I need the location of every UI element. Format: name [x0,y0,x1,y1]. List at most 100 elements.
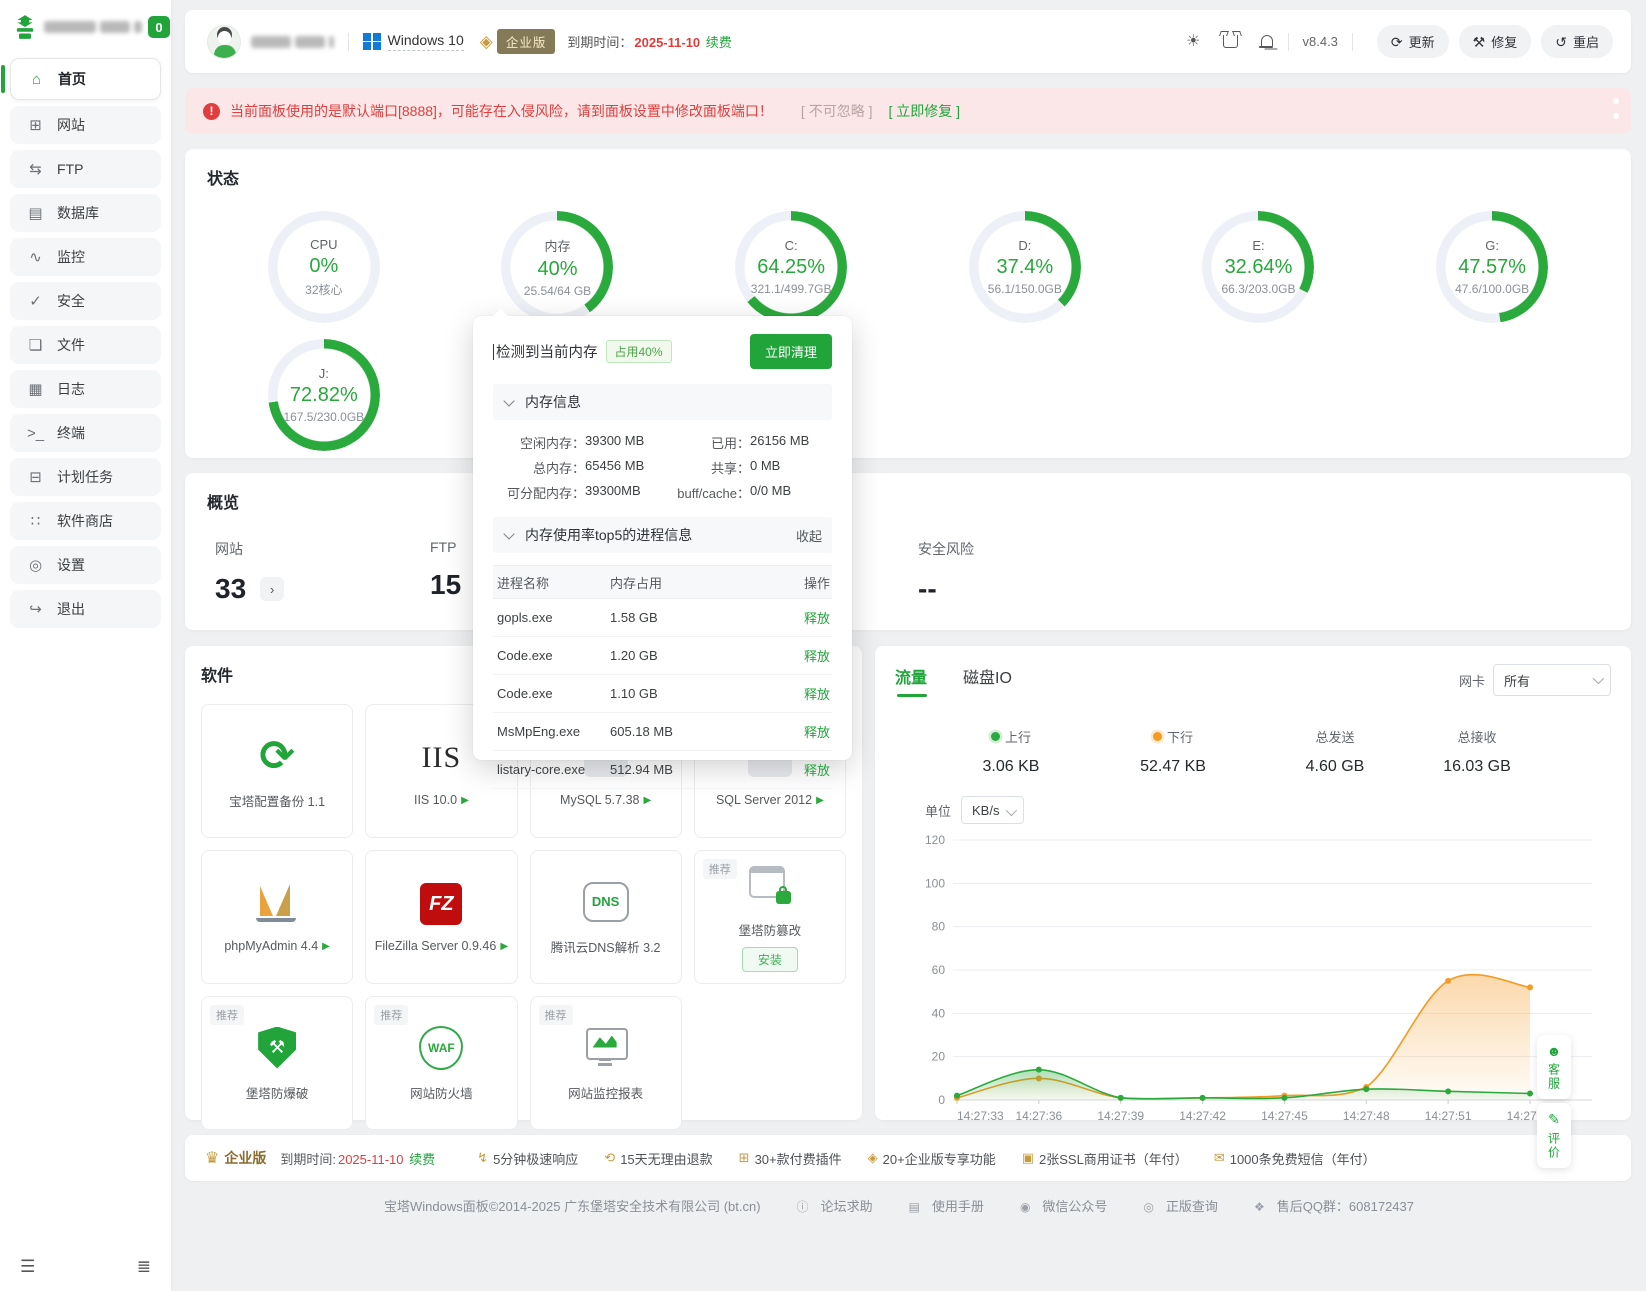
process-row: Code.exe 1.20 GB 释放 [493,637,832,675]
footer: 宝塔Windows面板©2014-2025 广东堡塔安全技术有限公司 (bt.c… [185,1196,1631,1215]
app-icon-wrap [584,1025,628,1071]
theme-sun-icon[interactable]: ☀ [1186,32,1201,50]
app-icon-wrap [420,881,463,927]
restart-button[interactable]: ↺ 重启 [1541,25,1613,58]
app-tile[interactable]: IIS 10.0 ▶ [365,704,518,838]
app-tile[interactable]: 推荐 堡塔防爆破 [201,996,354,1130]
sidebar-item[interactable]: ✓ 安全 [10,282,161,320]
username-blurred[interactable] [251,35,334,48]
release-link[interactable]: 释放 [803,725,830,740]
sidebar-item[interactable]: ∷ 软件商店 [10,502,161,540]
sidebar-item-label: 日志 [57,381,85,397]
sidebar-item-label: 设置 [57,557,85,573]
collapse-link[interactable]: 收起 [795,528,822,544]
renew-link[interactable]: 续费 [705,35,732,50]
memory-info-header[interactable]: 内存信息 [493,384,832,420]
footer-link[interactable]: ◉ 微信公众号 [1019,1199,1108,1214]
app-tile[interactable]: 推荐 网站防火墙 [365,996,518,1130]
sidebar-item[interactable]: ⊞ 网站 [10,106,161,144]
footer-link[interactable]: ◎ 正版查询 [1143,1199,1218,1214]
edition-badge[interactable]: 企业版 [496,29,556,54]
banner-dots[interactable] [1613,98,1619,119]
status-gauge[interactable]: CPU 0% 32核心 [267,211,380,323]
app-tile[interactable]: 腾讯云DNS解析 3.2 [529,850,682,984]
process-memory: 605.18 MB [610,724,673,739]
app-tile[interactable]: phpMyAdmin 4.4 ▶ [201,850,354,984]
repair-button[interactable]: ⚒ 修复 [1458,25,1532,58]
release-link[interactable]: 释放 [803,763,830,778]
release-link[interactable]: 释放 [803,649,830,664]
clean-now-button[interactable]: 立即清理 [749,334,832,369]
memory-info-label: 共享： [710,461,750,476]
sidebar-item[interactable]: >_ 终端 [10,414,161,452]
footer-link[interactable]: ⓘ 论坛求助 [796,1199,873,1214]
sidebar-item[interactable]: ⌂ 首页 [1,58,161,100]
app-tile[interactable]: 宝塔配置备份 1.1 [201,704,354,838]
sidebar-item[interactable]: ⊟ 计划任务 [10,458,161,496]
enterprise-feature: ⟲ 15天无理由退款 [604,1150,713,1167]
feature-icon: ◈ [867,1150,878,1165]
skin-icon[interactable] [1222,35,1238,48]
overview-stat-value[interactable]: -- [918,573,937,604]
overview-card: 概览 网站 33 › FTP 15 [185,473,1631,630]
top5-header[interactable]: 内存使用率top5的进程信息 收起 [493,517,832,553]
app-tile[interactable]: 推荐 堡塔防篡改 安装 [693,850,846,984]
sidebar-item-label: 计划任务 [57,469,113,485]
overview-stat-label: 网站 [215,541,243,557]
sidebar-item[interactable]: ⇆ FTP [10,150,161,188]
app-tile[interactable]: FileZilla Server 0.9.46 ▶ [365,850,518,984]
fix-now-link[interactable]: [ 立即修复 ] [888,103,961,119]
release-link[interactable]: 释放 [803,687,830,702]
gauge-text: D: 37.4% 56.1/150.0GB [969,211,1081,323]
unit-select[interactable]: KB/s [961,796,1025,824]
traffic-stat-label: 上行 [1004,730,1031,745]
rate-button[interactable]: ✎ 评价 [1537,1103,1571,1168]
notifications-bell-icon[interactable] [1258,35,1274,48]
service-chat-icon: ☻ [1546,1043,1562,1059]
feature-icon: ↯ [477,1150,489,1165]
app-name: FileZilla Server 0.9.46 ▶ [374,939,509,953]
collapse-sidebar-icon[interactable]: ☰ [20,1257,36,1276]
tab-diskio[interactable]: 磁盘IO [963,670,1012,687]
renew-link[interactable]: 续费 [409,1151,436,1167]
feature-icon: ⟲ [604,1150,616,1165]
sidebar-item[interactable]: ↪ 退出 [10,590,161,628]
nic-select[interactable]: 所有 [1493,664,1611,696]
update-button[interactable]: ⟳ 更新 [1376,25,1449,58]
status-gauge[interactable]: J: 72.82% 167.5/230.0GB [267,339,380,451]
footer-link[interactable]: ▤ 使用手册 [908,1199,984,1214]
memory-info-item: 总内存： 65456 MB [493,458,668,477]
status-gauge[interactable]: D: 37.4% 56.1/150.0GB [968,211,1081,323]
overview-stat-label: FTP [430,539,457,555]
os-name[interactable]: Windows 10 [387,32,464,51]
wrench-icon: ⚒ [1472,33,1486,50]
chevron-right-icon[interactable]: › [260,577,285,601]
message-count-badge[interactable]: 0 [148,16,170,38]
status-gauge[interactable]: 内存 40% 25.54/64 GB [501,211,614,323]
overview-stat-value[interactable]: 15 [430,569,462,600]
traffic-card: 流量 磁盘IO 网卡 所有 上行 3.06 KB [875,646,1631,1123]
sidebar-item[interactable]: ❏ 文件 [10,326,161,364]
status-gauge[interactable]: E: 32.64% 66.3/203.0GB [1202,211,1315,323]
process-memory: 1.10 GB [610,686,658,701]
gauge-ring [501,211,614,323]
process-rows: gopls.exe 1.58 GB 释放 Code.exe 1.20 GB 释放… [493,599,832,789]
customer-service-button[interactable]: ☻ 客服 [1537,1035,1571,1099]
release-link[interactable]: 释放 [803,611,830,626]
tab-traffic[interactable]: 流量 [895,664,928,697]
sidebar-item[interactable]: ∿ 监控 [10,238,161,276]
sidebar-item[interactable]: ▦ 日志 [10,370,161,408]
status-gauge[interactable]: C: 64.25% 321.1/499.7GB [735,211,848,323]
sidebar-item[interactable]: ◎ 设置 [10,546,161,584]
status-gauge[interactable]: G: 47.57% 47.6/100.0GB [1436,211,1549,323]
avatar[interactable] [207,24,241,59]
app-tile[interactable]: 推荐 网站监控报表 [529,996,682,1130]
footer-link[interactable]: ❖ 售后QQ群：608172437 [1253,1199,1414,1214]
process-table: 进程名称 内存占用 操作 gopls.exe 1.58 GB 释放 Code.e… [493,565,832,789]
install-button[interactable]: 安装 [741,947,798,972]
sidebar-item[interactable]: ▤ 数据库 [10,194,161,232]
overview-stat-value[interactable]: 33 [215,573,247,604]
gauge-value: 37.4% [996,256,1054,278]
menu-list-icon[interactable]: ≣ [136,1257,151,1276]
app-name: SQL Server 2012 ▶ [715,793,824,807]
